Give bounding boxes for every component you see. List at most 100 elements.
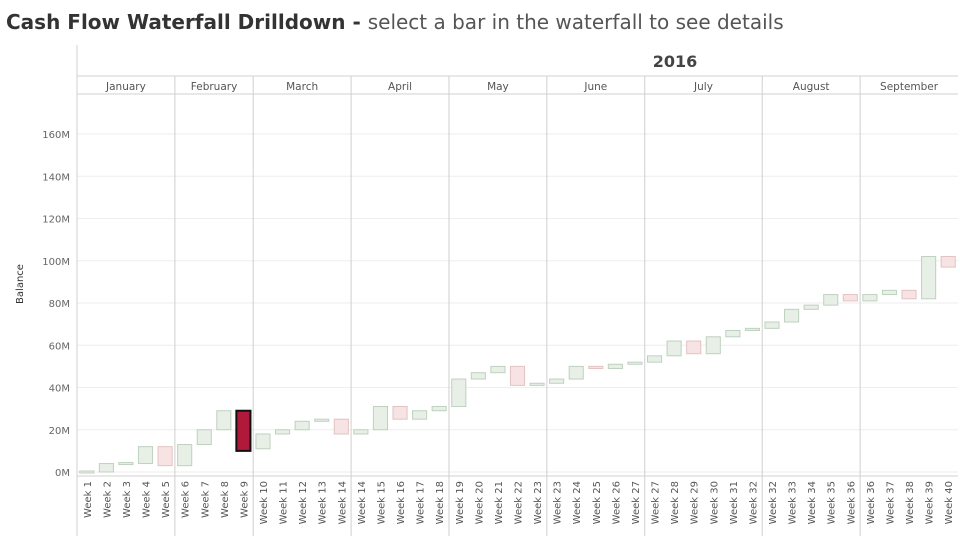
week-label: Week 21	[494, 481, 505, 524]
waterfall-bar[interactable]	[823, 294, 839, 306]
month-label: September	[880, 81, 939, 93]
waterfall-bar[interactable]	[118, 462, 134, 466]
waterfall-bar[interactable]	[901, 289, 917, 300]
week-label: Week 27	[631, 481, 642, 524]
waterfall-bar[interactable]	[940, 256, 956, 268]
week-label: Week 23	[533, 481, 544, 524]
month-label: January	[105, 81, 146, 93]
waterfall-bar[interactable]	[588, 365, 604, 369]
waterfall-bar[interactable]	[294, 420, 310, 431]
month-label: July	[693, 81, 713, 93]
week-label: Week 2	[102, 481, 113, 518]
week-label: Week 13	[318, 481, 329, 524]
week-label: Week 10	[259, 481, 270, 524]
week-label: Week 28	[670, 481, 681, 524]
week-label: Week 22	[514, 481, 525, 524]
week-label: Week 4	[142, 481, 153, 518]
week-label: Week 39	[925, 481, 936, 524]
week-label: Week 29	[690, 481, 701, 524]
waterfall-bar[interactable]	[451, 378, 467, 408]
y-tick-label: 120M	[42, 215, 70, 226]
waterfall-bar[interactable]	[196, 429, 212, 446]
waterfall-bar[interactable]	[372, 406, 389, 431]
y-tick-label: 60M	[49, 341, 70, 352]
week-label: Week 25	[592, 481, 603, 524]
year-header: 2016	[653, 52, 698, 71]
title-subtitle: select a bar in the waterfall to see det…	[367, 10, 784, 34]
week-label: Week 6	[181, 481, 192, 518]
waterfall-bar[interactable]	[529, 382, 545, 386]
waterfall-bar-selected[interactable]	[235, 409, 252, 452]
waterfall-bar[interactable]	[568, 365, 584, 380]
y-tick-label: 160M	[42, 130, 70, 141]
waterfall-bar[interactable]	[490, 365, 506, 374]
waterfall-bar[interactable]	[921, 256, 937, 300]
month-label: August	[793, 81, 830, 93]
waterfall-bar[interactable]	[881, 289, 898, 296]
y-tick-label: 100M	[42, 257, 70, 268]
waterfall-bar[interactable]	[216, 410, 232, 431]
waterfall-bar[interactable]	[79, 470, 95, 474]
week-label: Week 40	[944, 481, 955, 524]
waterfall-bar[interactable]	[353, 429, 369, 435]
waterfall-bar[interactable]	[627, 361, 643, 365]
y-axis-label: Balance	[15, 264, 26, 304]
waterfall-bar[interactable]	[431, 406, 447, 412]
month-label: June	[583, 81, 607, 93]
week-label: Week 31	[729, 481, 740, 524]
week-label: Week 20	[474, 481, 485, 524]
week-label: Week 15	[376, 481, 387, 524]
page-title: Cash Flow Waterfall Drilldown - select a…	[6, 10, 784, 34]
waterfall-bar[interactable]	[803, 304, 819, 310]
y-tick-label: 140M	[42, 172, 70, 183]
week-label: Week 16	[396, 481, 407, 524]
y-tick-label: 0M	[55, 468, 70, 479]
waterfall-bar[interactable]	[764, 321, 780, 329]
waterfall-bar[interactable]	[549, 378, 565, 384]
waterfall-bar[interactable]	[275, 429, 291, 435]
month-label: February	[191, 81, 238, 93]
waterfall-bars[interactable]	[79, 256, 956, 474]
week-label: Week 17	[416, 481, 427, 524]
week-label: Week 36	[846, 481, 857, 524]
week-label: Week 12	[298, 481, 309, 524]
gridlines	[77, 133, 958, 473]
waterfall-bar[interactable]	[412, 410, 428, 420]
waterfall-bar[interactable]	[705, 336, 721, 355]
waterfall-bar[interactable]	[255, 433, 271, 450]
week-label: Week 30	[709, 481, 720, 524]
waterfall-bar[interactable]	[177, 444, 193, 467]
waterfall-bar[interactable]	[314, 418, 330, 422]
week-label: Week 36	[866, 481, 877, 524]
week-label: Week 7	[200, 481, 211, 518]
waterfall-bar[interactable]	[137, 446, 154, 465]
week-label: Week 3	[122, 481, 133, 518]
week-label: Week 32	[748, 481, 759, 524]
axes: 0M 20M 40M 60M 80M 100M 120M 140M 160M January Feb…	[42, 45, 958, 536]
waterfall-bar[interactable]	[157, 446, 173, 467]
title-main: Cash Flow Waterfall Drilldown	[6, 10, 346, 34]
waterfall-bar[interactable]	[509, 365, 526, 386]
waterfall-bar[interactable]	[842, 294, 858, 302]
week-label: Week 34	[807, 481, 818, 524]
waterfall-bar[interactable]	[646, 355, 663, 363]
month-dividers	[174, 76, 861, 536]
waterfall-bar[interactable]	[784, 308, 800, 323]
month-label: March	[286, 81, 318, 93]
waterfall-bar[interactable]	[744, 327, 760, 331]
week-label: Week 5	[161, 481, 172, 518]
waterfall-bar[interactable]	[862, 294, 878, 302]
week-label: Week 37	[885, 481, 896, 524]
waterfall-bar[interactable]	[470, 372, 486, 380]
waterfall-bar[interactable]	[98, 463, 114, 473]
waterfall-bar[interactable]	[725, 329, 741, 338]
waterfall-bar[interactable]	[392, 406, 408, 420]
week-label: Week 14	[357, 481, 368, 524]
waterfall-bar[interactable]	[686, 340, 702, 355]
waterfall-bar[interactable]	[666, 340, 682, 357]
waterfall-bar[interactable]	[333, 418, 349, 435]
y-tick-label: 80M	[49, 299, 70, 310]
week-label: Week 26	[611, 481, 622, 524]
waterfall-bar[interactable]	[607, 363, 623, 369]
